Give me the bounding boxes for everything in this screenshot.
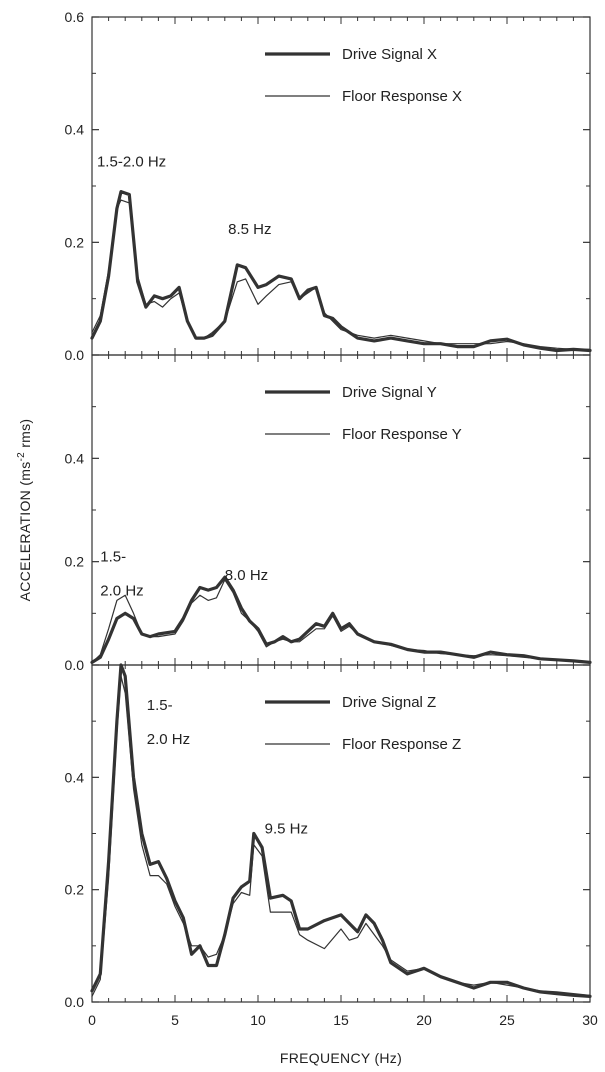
y-tick-label: 0.6 [65, 9, 85, 25]
y-axis-title: ACCELERATION (ms-2 rms) [16, 419, 33, 602]
x-tick-label: 25 [499, 1012, 515, 1028]
floor-response-line [91, 675, 591, 997]
legend-label-floor: Floor Response Z [342, 736, 461, 753]
y-axis-title-tail: rms) [17, 419, 33, 452]
y-tick-label: 0.4 [65, 450, 85, 466]
peak-annotation: 1.5- [147, 697, 173, 714]
x-tick-label: 15 [333, 1012, 349, 1028]
panel-1: 0.0 0.2 0.4 0.6 Drive Signal X Floor Response… [65, 9, 592, 363]
y-tick-label: 0.2 [65, 234, 85, 250]
peak-annotation: 1.5-2.0 Hz [97, 153, 166, 170]
y-tick-label: 0.0 [65, 994, 85, 1010]
x-tick-label: 0 [88, 1012, 96, 1028]
x-tick-label: 20 [416, 1012, 432, 1028]
floor-response-line [91, 199, 591, 350]
legend-label-drive: Drive Signal Y [342, 384, 437, 401]
panel-frame [91, 354, 591, 666]
y-tick-label: 0.0 [65, 347, 85, 363]
panel-3: 0.0 0.2 0.4 Drive Signal Z Floor Response Z 1… [65, 663, 592, 1010]
peak-annotation: 9.5 Hz [265, 821, 308, 838]
panel-frame [91, 16, 591, 356]
floor-response-line [91, 579, 591, 663]
peak-annotation: 1.5- [100, 549, 126, 566]
legend-label-floor: Floor Response Y [342, 426, 462, 443]
peak-annotation: 2.0 Hz [147, 731, 190, 748]
legend-label-drive: Drive Signal X [342, 46, 437, 63]
peak-annotation: 8.5 Hz [228, 221, 271, 238]
y-tick-label: 0.2 [65, 554, 85, 570]
panel-2: 0.0 0.2 0.4 Drive Signal Y Floor Response Y 1… [65, 354, 592, 673]
drive-signal-line [90, 575, 592, 664]
x-tick-label: 30 [582, 1012, 598, 1028]
legend-label-floor: Floor Response X [342, 88, 462, 105]
peak-annotation: 2.0 Hz [100, 583, 143, 600]
x-axis-title: FREQUENCY (Hz) [280, 1050, 402, 1066]
drive-signal-line [90, 663, 592, 998]
x-tick-label: 5 [171, 1012, 179, 1028]
y-axis-title-superscript: -2 [16, 452, 27, 462]
y-tick-label: 0.4 [65, 769, 85, 785]
drive-signal-line [90, 190, 592, 353]
panel-frame [91, 664, 591, 1003]
peak-annotation: 8.0 Hz [225, 567, 268, 584]
legend-label-drive: Drive Signal Z [342, 694, 436, 711]
y-tick-label: 0.4 [65, 122, 85, 138]
x-tick-label: 10 [250, 1012, 266, 1028]
y-tick-label: 0.0 [65, 657, 85, 673]
y-axis-title-main: ACCELERATION (ms [17, 462, 33, 602]
y-tick-label: 0.2 [65, 882, 85, 898]
